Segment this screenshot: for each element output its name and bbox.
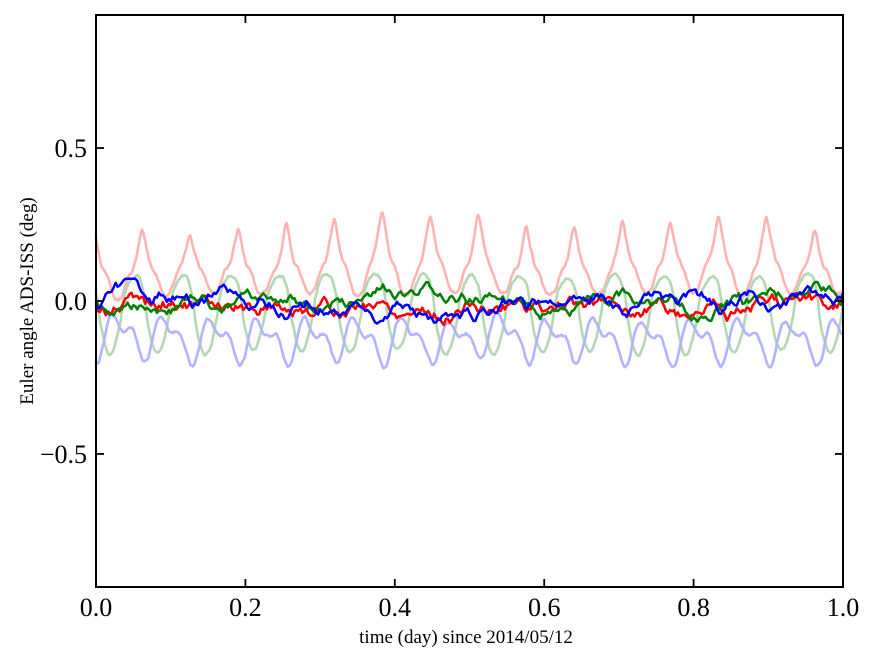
series-light-green-line (94, 271, 845, 358)
series-green-line (94, 280, 845, 323)
x-tick-label: 0.6 (528, 593, 561, 622)
plot-area: 0.0 0.2 0.4 0.6 0.8 1.0 −0.5 0.0 0.5 (40, 14, 860, 622)
x-tick-label: 0.2 (229, 593, 262, 622)
series-red-line (94, 291, 845, 327)
x-tick-label: 0.4 (379, 593, 412, 622)
y-tick-label: 0.5 (55, 134, 88, 163)
y-tick-label: −0.5 (40, 440, 87, 469)
series-blue-line (94, 277, 845, 325)
y-axis-label: Euler angle ADS-ISS (deg) (17, 197, 38, 404)
x-tick-label: 0.0 (80, 593, 113, 622)
series-light-red-line (94, 211, 845, 302)
y-tick-label: 0.0 (55, 287, 88, 316)
x-axis-label: time (day) since 2014/05/12 (359, 627, 573, 648)
x-tick-label: 1.0 (827, 593, 860, 622)
x-tick-label: 0.8 (677, 593, 710, 622)
series-light-blue-line (94, 311, 845, 370)
